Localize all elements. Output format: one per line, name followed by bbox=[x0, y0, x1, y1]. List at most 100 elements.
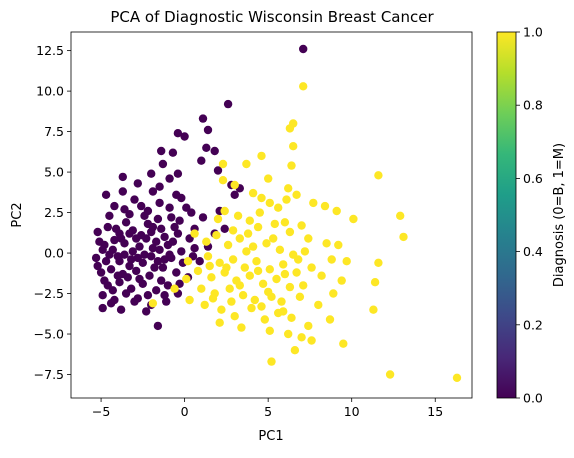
data-point-class-1 bbox=[285, 227, 295, 237]
data-point-class-1 bbox=[396, 211, 405, 220]
data-point-class-1 bbox=[267, 292, 276, 301]
data-point-class-1 bbox=[285, 124, 295, 133]
data-point-class-0 bbox=[152, 286, 161, 295]
data-point-class-1 bbox=[320, 201, 330, 211]
data-point-class-1 bbox=[275, 245, 285, 254]
data-point-class-0 bbox=[160, 291, 169, 300]
data-point-class-1 bbox=[245, 216, 254, 225]
data-point-class-0 bbox=[157, 146, 166, 156]
data-point-class-0 bbox=[155, 182, 164, 191]
data-point-class-0 bbox=[103, 222, 113, 232]
data-point-class-0 bbox=[130, 297, 139, 306]
data-point-class-0 bbox=[175, 216, 184, 225]
data-point-class-1 bbox=[148, 299, 158, 308]
data-point-class-0 bbox=[168, 148, 178, 157]
data-point-class-0 bbox=[145, 271, 154, 280]
data-point-class-0 bbox=[172, 268, 181, 277]
data-point-class-0 bbox=[210, 146, 219, 156]
data-point-class-1 bbox=[218, 159, 228, 169]
data-point-class-1 bbox=[235, 281, 244, 290]
data-point-class-0 bbox=[147, 252, 156, 261]
data-point-class-1 bbox=[317, 271, 326, 280]
data-point-class-0 bbox=[173, 129, 183, 138]
data-point-class-1 bbox=[170, 284, 179, 293]
data-point-class-1 bbox=[238, 291, 248, 300]
data-point-class-0 bbox=[128, 247, 137, 256]
data-point-class-1 bbox=[327, 255, 336, 264]
data-point-class-1 bbox=[292, 268, 301, 277]
data-point-class-0 bbox=[162, 297, 171, 306]
data-point-class-1 bbox=[307, 336, 316, 345]
data-point-class-0 bbox=[160, 232, 169, 242]
x-axis-label: PC1 bbox=[258, 429, 283, 444]
data-point-class-1 bbox=[205, 261, 214, 271]
data-point-class-0 bbox=[101, 257, 111, 266]
y-tick-label: 2.5 bbox=[44, 205, 64, 220]
x-tick-label: 0 bbox=[181, 404, 189, 419]
y-tick-label: −5.0 bbox=[34, 327, 64, 342]
data-point-class-1 bbox=[304, 321, 313, 331]
data-point-class-0 bbox=[153, 257, 163, 266]
data-point-class-0 bbox=[108, 286, 118, 295]
data-point-class-0 bbox=[98, 245, 107, 254]
data-point-class-0 bbox=[168, 237, 178, 246]
data-point-class-1 bbox=[279, 260, 288, 269]
data-point-class-1 bbox=[349, 214, 358, 224]
data-point-class-0 bbox=[133, 253, 142, 263]
chart-title: PCA of Diagnostic Wisconsin Breast Cance… bbox=[110, 8, 434, 26]
data-point-class-0 bbox=[160, 255, 169, 264]
data-point-class-1 bbox=[300, 247, 310, 256]
data-point-class-0 bbox=[93, 261, 102, 271]
data-point-class-1 bbox=[185, 295, 194, 305]
data-point-class-0 bbox=[157, 276, 166, 285]
data-point-class-0 bbox=[123, 273, 132, 282]
data-point-class-1 bbox=[253, 266, 263, 276]
data-point-class-0 bbox=[98, 303, 107, 313]
data-point-class-1 bbox=[265, 198, 274, 208]
data-point-class-1 bbox=[264, 174, 273, 183]
data-point-class-0 bbox=[195, 257, 204, 266]
data-point-class-0 bbox=[100, 276, 109, 285]
data-point-class-0 bbox=[142, 307, 151, 316]
data-point-class-1 bbox=[182, 274, 191, 284]
data-point-class-1 bbox=[257, 302, 266, 311]
data-point-class-0 bbox=[155, 198, 164, 208]
data-point-class-1 bbox=[374, 171, 383, 180]
data-point-class-0 bbox=[115, 257, 124, 266]
data-point-class-1 bbox=[257, 151, 266, 161]
data-point-class-1 bbox=[215, 258, 224, 267]
colorbar-tick-label: 0.4 bbox=[523, 244, 543, 259]
data-point-class-0 bbox=[93, 227, 102, 237]
data-point-class-0 bbox=[105, 211, 114, 220]
data-point-class-0 bbox=[177, 247, 186, 256]
data-point-class-0 bbox=[198, 114, 208, 123]
data-point-class-0 bbox=[223, 99, 233, 109]
data-point-class-0 bbox=[147, 169, 156, 178]
data-point-class-0 bbox=[91, 253, 101, 263]
data-point-class-0 bbox=[120, 250, 129, 259]
data-point-class-1 bbox=[334, 240, 343, 250]
data-point-class-0 bbox=[170, 222, 179, 232]
data-point-class-1 bbox=[228, 255, 238, 264]
data-point-class-1 bbox=[284, 329, 293, 339]
data-point-class-1 bbox=[183, 257, 193, 266]
data-point-class-0 bbox=[106, 265, 116, 274]
data-point-class-0 bbox=[173, 169, 183, 178]
data-point-class-0 bbox=[203, 125, 213, 135]
y-tick-label: 5.0 bbox=[44, 165, 64, 180]
data-point-class-0 bbox=[121, 218, 131, 227]
data-point-class-1 bbox=[228, 226, 238, 235]
data-point-class-1 bbox=[332, 206, 341, 216]
data-point-class-1 bbox=[299, 82, 308, 91]
data-point-class-1 bbox=[248, 188, 258, 198]
data-point-class-1 bbox=[267, 357, 276, 366]
data-point-class-1 bbox=[233, 211, 243, 220]
data-point-class-0 bbox=[98, 291, 107, 300]
data-point-class-1 bbox=[258, 279, 268, 288]
data-point-class-1 bbox=[265, 326, 274, 335]
data-point-class-1 bbox=[220, 206, 229, 216]
y-tick-label: −2.5 bbox=[34, 286, 64, 301]
data-point-class-1 bbox=[307, 263, 316, 272]
data-point-class-1 bbox=[242, 159, 251, 169]
data-point-class-0 bbox=[148, 222, 158, 232]
